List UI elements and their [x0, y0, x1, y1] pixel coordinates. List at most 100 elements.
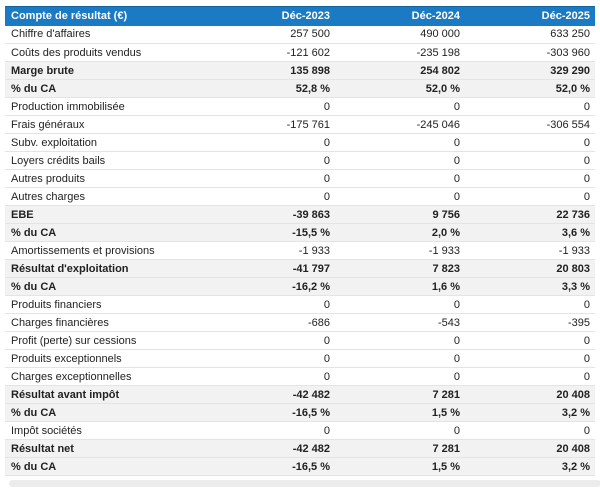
- row-value: 0: [335, 295, 465, 314]
- table-row: Amortissements et provisions -1 933 -1 933…: [5, 241, 595, 260]
- header-col-dec-2025: Déc-2025: [465, 6, 595, 26]
- row-value: -306 554: [465, 115, 595, 134]
- row-value: 7 281: [335, 439, 465, 458]
- row-value: -543: [335, 313, 465, 332]
- row-value: 1,5 %: [335, 457, 465, 476]
- row-value: -1 933: [465, 241, 595, 260]
- row-value: 52,8 %: [205, 79, 335, 98]
- header-account-label: Compte de résultat (€): [5, 6, 205, 26]
- row-value: -15,5 %: [205, 223, 335, 242]
- row-value: 0: [465, 367, 595, 386]
- row-value: 0: [465, 295, 595, 314]
- row-label: Coûts des produits vendus: [5, 43, 205, 62]
- row-value: -235 198: [335, 43, 465, 62]
- row-label: % du CA: [5, 403, 205, 422]
- table-row: % du CA -16,5 % 1,5 % 3,2 %: [5, 457, 595, 476]
- table-row: Produits financiers 0 0 0: [5, 295, 595, 314]
- row-value: 0: [205, 295, 335, 314]
- row-value: 3,2 %: [465, 403, 595, 422]
- row-value: -39 863: [205, 205, 335, 224]
- row-value: 3,2 %: [465, 457, 595, 476]
- row-value: 0: [335, 133, 465, 152]
- row-value: 7 281: [335, 385, 465, 404]
- table-row: Autres charges 0 0 0: [5, 187, 595, 206]
- row-value: 254 802: [335, 61, 465, 80]
- table-row: % du CA -16,5 % 1,5 % 3,2 %: [5, 403, 595, 422]
- row-label: Autres produits: [5, 169, 205, 188]
- row-label: Produits financiers: [5, 295, 205, 314]
- row-value: 0: [465, 349, 595, 368]
- row-label: Frais généraux: [5, 115, 205, 134]
- row-value: 0: [205, 97, 335, 116]
- row-label: Marge brute: [5, 61, 205, 80]
- table-row: Production immobilisée 0 0 0: [5, 97, 595, 116]
- row-value: 0: [335, 151, 465, 170]
- row-value: 3,6 %: [465, 223, 595, 242]
- table-header-row: Compte de résultat (€) Déc-2023 Déc-2024…: [5, 6, 595, 26]
- row-label: Production immobilisée: [5, 97, 205, 116]
- row-value: 0: [205, 421, 335, 440]
- table-row: Subv. exploitation 0 0 0: [5, 133, 595, 152]
- table-row: Coûts des produits vendus -121 602 -235 19…: [5, 43, 595, 62]
- row-label: % du CA: [5, 223, 205, 242]
- row-label: Chiffre d'affaires: [5, 25, 205, 44]
- row-value: -395: [465, 313, 595, 332]
- row-value: 329 290: [465, 61, 595, 80]
- row-value: -121 602: [205, 43, 335, 62]
- table-row: Frais généraux -175 761 -245 046 -306 554: [5, 115, 595, 134]
- row-label: Impôt sociétés: [5, 421, 205, 440]
- table-row: % du CA -15,5 % 2,0 % 3,6 %: [5, 223, 595, 242]
- header-col-dec-2023: Déc-2023: [205, 6, 335, 26]
- row-label: Charges exceptionnelles: [5, 367, 205, 386]
- table-row: Résultat net -42 482 7 281 20 408: [5, 439, 595, 458]
- row-value: 0: [335, 367, 465, 386]
- row-value: -686: [205, 313, 335, 332]
- header-col-dec-2024: Déc-2024: [335, 6, 465, 26]
- row-value: -16,5 %: [205, 457, 335, 476]
- row-value: 0: [465, 169, 595, 188]
- row-value: -245 046: [335, 115, 465, 134]
- row-value: 135 898: [205, 61, 335, 80]
- table-row: EBE -39 863 9 756 22 736: [5, 205, 595, 224]
- row-label: % du CA: [5, 79, 205, 98]
- row-value: -41 797: [205, 259, 335, 278]
- row-label: Produits exceptionnels: [5, 349, 205, 368]
- row-label: Autres charges: [5, 187, 205, 206]
- table-row: Marge brute 135 898 254 802 329 290: [5, 61, 595, 80]
- row-value: 1,5 %: [335, 403, 465, 422]
- row-value: -1 933: [335, 241, 465, 260]
- row-label: % du CA: [5, 457, 205, 476]
- row-label: Résultat d'exploitation: [5, 259, 205, 278]
- table-row: Charges exceptionnelles 0 0 0: [5, 367, 595, 386]
- row-label: Profit (perte) sur cessions: [5, 331, 205, 350]
- row-value: 7 823: [335, 259, 465, 278]
- row-value: -42 482: [205, 385, 335, 404]
- row-value: 0: [335, 187, 465, 206]
- horizontal-scrollbar[interactable]: [9, 480, 600, 487]
- row-value: -1 933: [205, 241, 335, 260]
- row-label: Subv. exploitation: [5, 133, 205, 152]
- row-value: 0: [205, 367, 335, 386]
- row-value: 0: [205, 133, 335, 152]
- row-value: 20 803: [465, 259, 595, 278]
- row-value: 0: [205, 169, 335, 188]
- row-value: 0: [205, 331, 335, 350]
- row-value: 0: [465, 151, 595, 170]
- row-value: 52,0 %: [465, 79, 595, 98]
- table-row: Loyers crédits bails 0 0 0: [5, 151, 595, 170]
- table-row: Chiffre d'affaires 257 500 490 000 633 250: [5, 25, 595, 44]
- table-row: Charges financières -686 -543 -395: [5, 313, 595, 332]
- row-value: -16,2 %: [205, 277, 335, 296]
- row-value: 9 756: [335, 205, 465, 224]
- row-value: -16,5 %: [205, 403, 335, 422]
- row-value: 0: [465, 331, 595, 350]
- row-value: 257 500: [205, 25, 335, 44]
- row-value: 0: [335, 421, 465, 440]
- table-row: Profit (perte) sur cessions 0 0 0: [5, 331, 595, 350]
- table-row: Impôt sociétés 0 0 0: [5, 421, 595, 440]
- row-value: 20 408: [465, 439, 595, 458]
- table-row: % du CA -16,2 % 1,6 % 3,3 %: [5, 277, 595, 296]
- table-row: % du CA 52,8 % 52,0 % 52,0 %: [5, 79, 595, 98]
- row-label: Résultat avant impôt: [5, 385, 205, 404]
